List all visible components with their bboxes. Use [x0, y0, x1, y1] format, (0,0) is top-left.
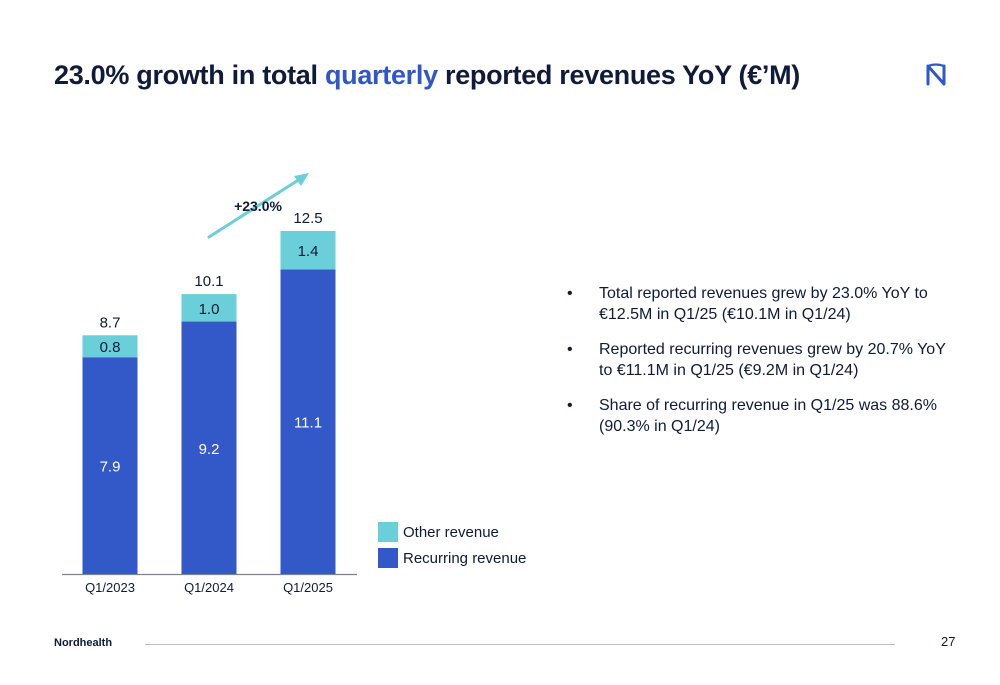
bar-segment-other: [181, 294, 237, 322]
total-label: 12.5: [293, 210, 322, 227]
data-label-recurring: 9.2: [199, 441, 220, 458]
growth-arrow-head: [294, 173, 309, 186]
nordhealth-logo-icon: [926, 63, 946, 86]
footer-brand: Nordhealth: [54, 637, 113, 649]
legend-swatch-recurring: [378, 548, 398, 568]
bar-segment-recurring: [280, 269, 336, 574]
bar-segment-other: [280, 231, 336, 270]
footer-divider: [145, 644, 895, 645]
legend-label-recurring: Recurring revenue: [403, 549, 527, 567]
bar-segment-recurring: [82, 357, 138, 574]
total-label: 8.7: [100, 314, 121, 331]
legend-item-recurring: Recurring revenue: [378, 548, 526, 568]
total-label: 10.1: [194, 273, 223, 290]
bar-segment-recurring: [181, 321, 237, 574]
data-label-other: 0.8: [100, 339, 121, 356]
key-point: Reported recurring revenues grew by 20.7…: [567, 339, 957, 381]
title-part-1: 23.0% growth in total: [54, 60, 325, 90]
title-part-2: reported revenues YoY (€’M): [437, 60, 800, 90]
title-highlight: quarterly: [324, 60, 438, 90]
legend-label-other: Other revenue: [403, 523, 499, 541]
legend-swatch-other: [378, 522, 398, 542]
data-label-recurring: 11.1: [294, 415, 322, 432]
key-points-list: Total reported revenues grew by 23.0% Yo…: [567, 283, 957, 451]
key-point: Total reported revenues grew by 23.0% Yo…: [567, 283, 957, 325]
chart-legend: Other revenue Recurring revenue: [378, 522, 526, 574]
page-title: 23.0% growth in total quarterly reported…: [54, 60, 800, 91]
growth-label: +23.0%: [234, 198, 282, 214]
growth-arrow-line: [207, 177, 302, 239]
x-tick-label: Q1/2023: [85, 580, 135, 595]
key-point: Share of recurring revenue in Q1/25 was …: [567, 395, 957, 437]
data-label-other: 1.0: [199, 301, 220, 318]
data-label-recurring: 7.9: [100, 459, 121, 476]
legend-item-other: Other revenue: [378, 522, 526, 542]
data-label-other: 1.4: [298, 243, 319, 260]
bar-segment-other: [82, 335, 138, 358]
x-tick-label: Q1/2024: [184, 580, 234, 595]
page-number: 27: [941, 634, 956, 649]
x-tick-label: Q1/2025: [283, 580, 333, 595]
